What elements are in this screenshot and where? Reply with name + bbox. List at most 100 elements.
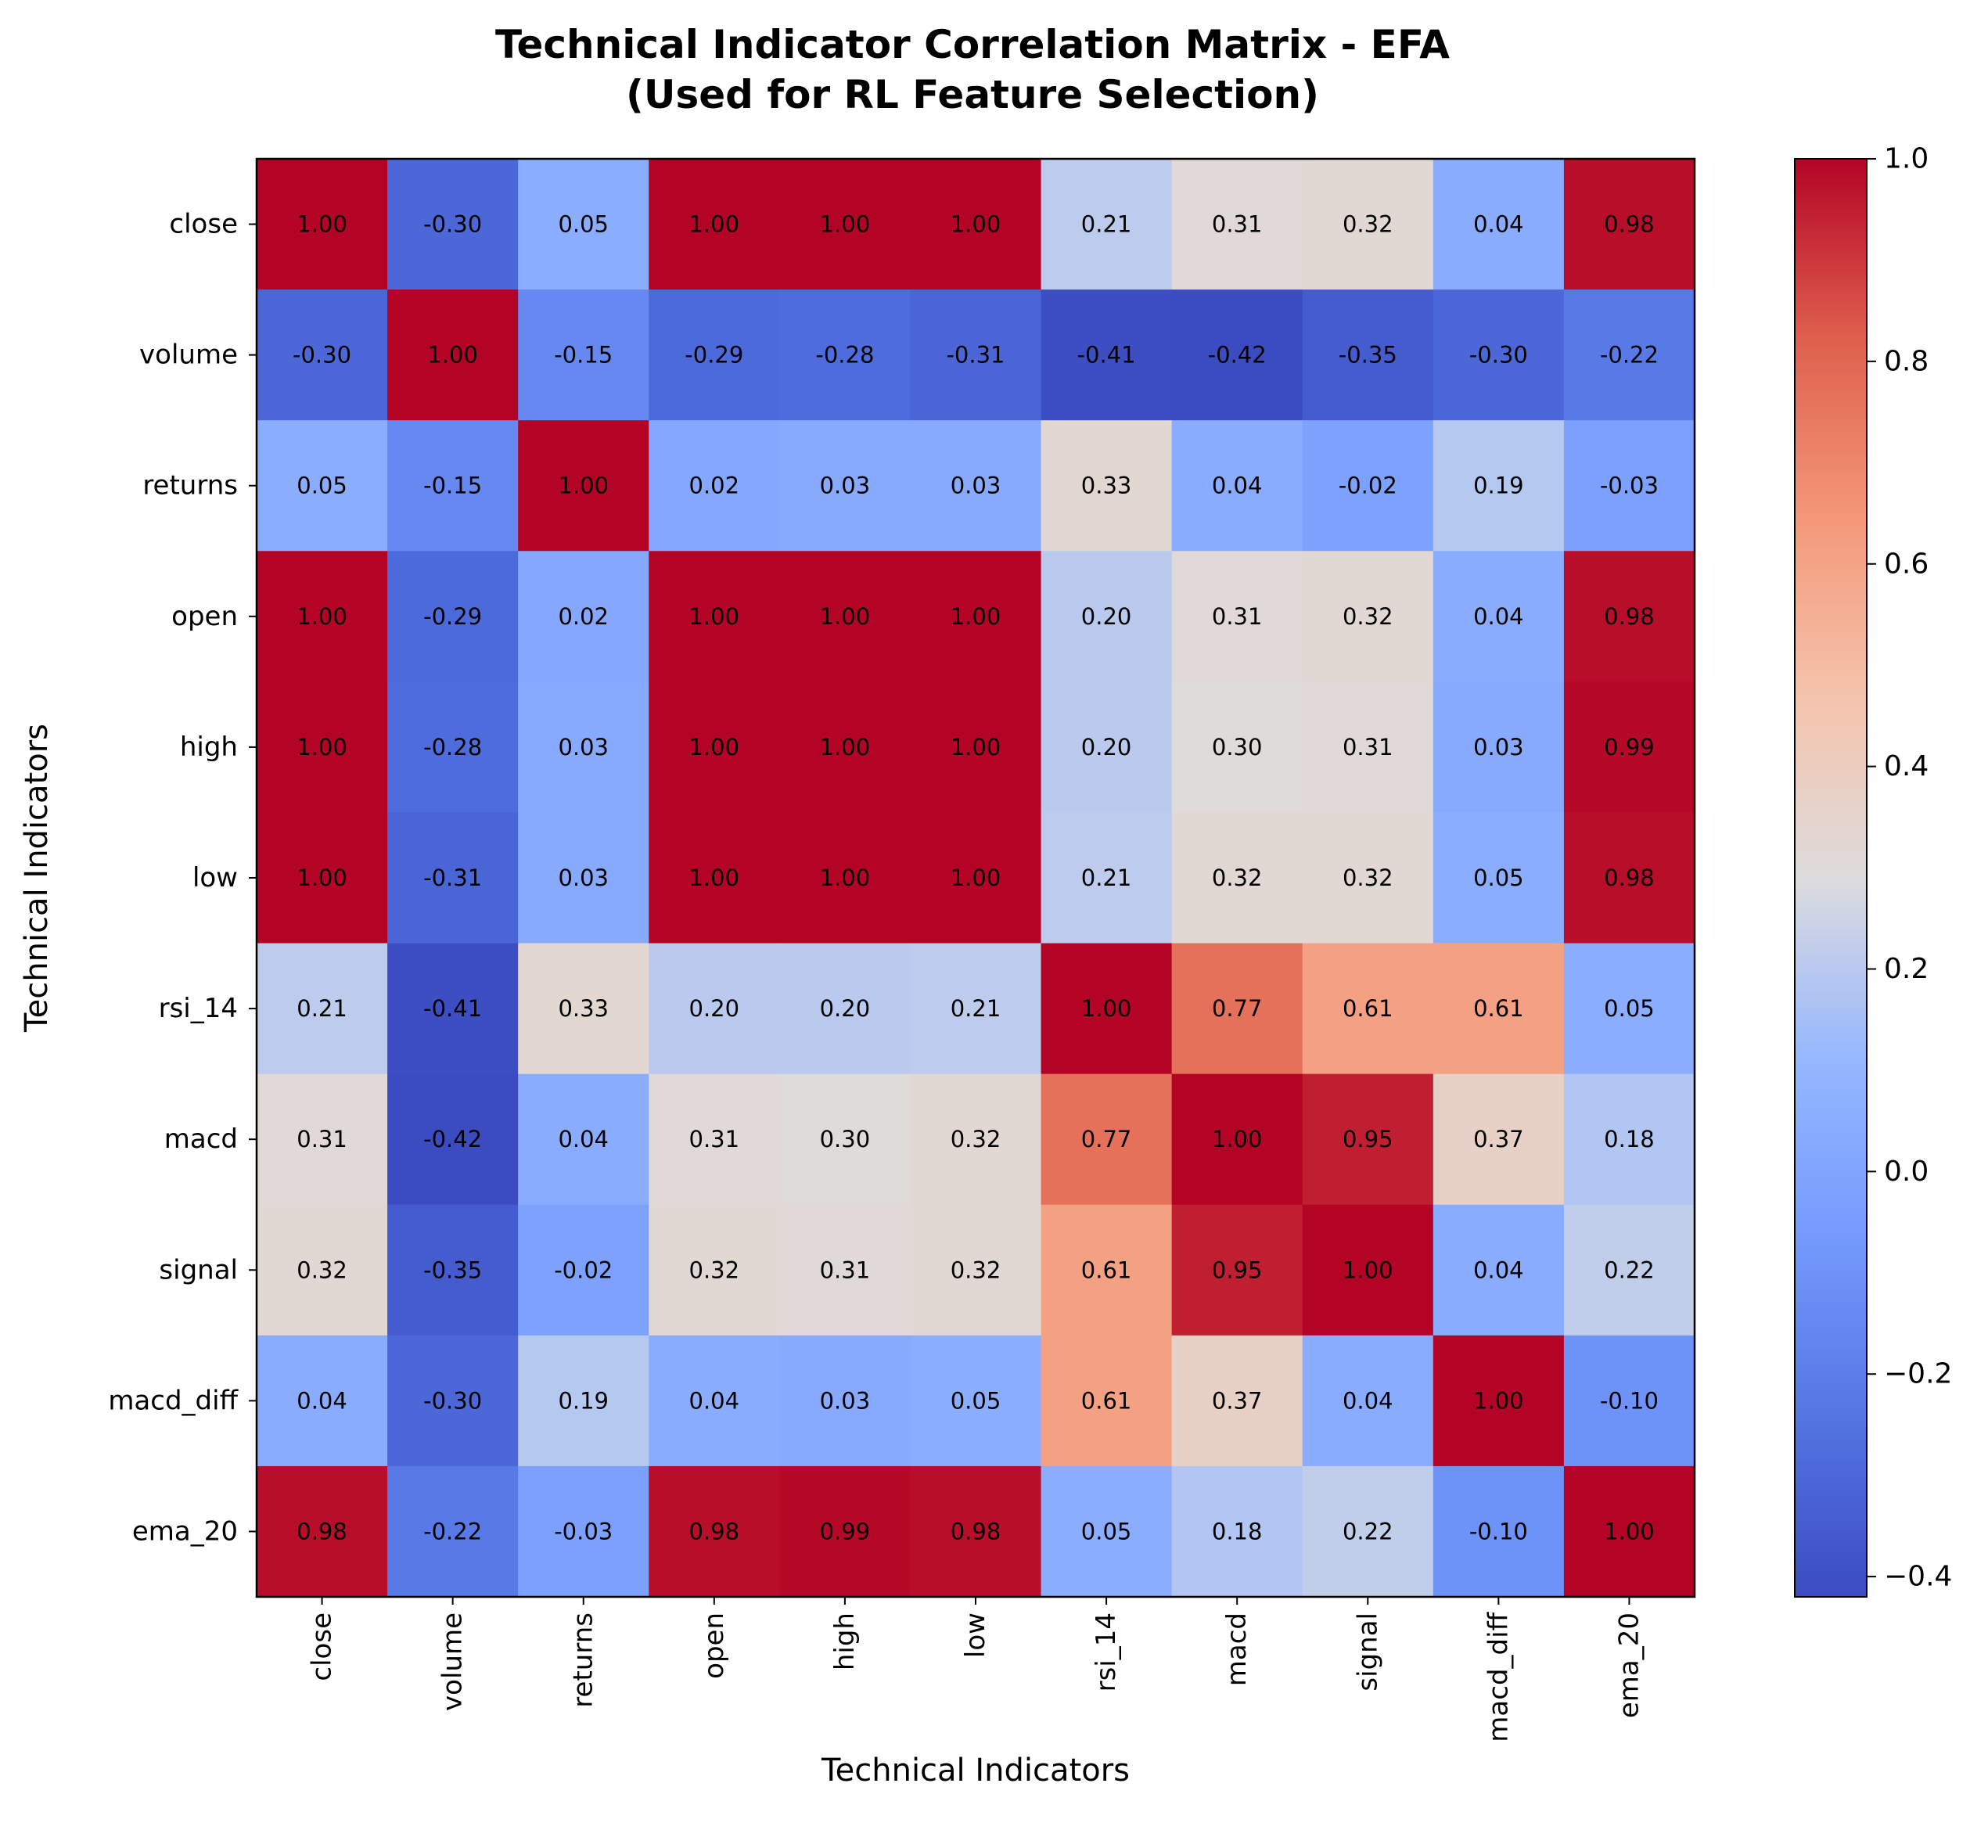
heatmap-cell-macd-open xyxy=(649,1073,780,1206)
heatmap-cell-returns-volume xyxy=(387,420,519,552)
cell-value-label: 1.00 xyxy=(820,865,871,891)
heatmap-cell-labels: 1.00 -0.30 0.05 1.00 1.00 1.00 0.21 0.31 0.32 0.0… xyxy=(293,211,1659,1545)
heatmap-cell-macd_diff-open xyxy=(649,1335,780,1467)
cell-value-label: 0.04 xyxy=(689,1387,740,1414)
y-tick-label-ema_20: ema_20 xyxy=(132,1515,238,1547)
heatmap-cell-ema_20-close xyxy=(257,1465,388,1598)
heatmap-cell-macd_diff-close xyxy=(257,1335,388,1467)
heatmap-cell-ema_20-macd xyxy=(1171,1465,1303,1598)
cell-value-label: 0.02 xyxy=(689,473,740,499)
x-tick-label-macd_diff: macd_diff xyxy=(1483,1611,1514,1742)
cell-value-label: -0.10 xyxy=(1600,1387,1659,1414)
heatmap-cell-low-high xyxy=(779,812,911,944)
cell-value-label: -0.31 xyxy=(423,865,482,891)
heatmap-cell-close-low xyxy=(910,159,1042,290)
heatmap-cell-volume-volume xyxy=(387,289,519,421)
heatmap-cell-close-rsi_14 xyxy=(1041,159,1173,290)
cell-value-label: 0.04 xyxy=(297,1387,347,1414)
heatmap-cell-signal-ema_20 xyxy=(1563,1204,1695,1336)
heatmap-cell-macd_diff-high xyxy=(779,1335,911,1467)
cell-value-label: 0.19 xyxy=(558,1387,609,1414)
y-tick-label-close: close xyxy=(169,209,238,240)
cell-value-label: 1.00 xyxy=(427,342,478,369)
heatmap-cell-volume-ema_20 xyxy=(1563,289,1695,421)
heatmap-cell-open-returns xyxy=(518,551,649,682)
cell-value-label: 0.31 xyxy=(1212,603,1263,630)
heatmap-cell-returns-close xyxy=(257,420,388,552)
y-tick-label-open: open xyxy=(171,601,238,632)
y-tick-label-low: low xyxy=(192,862,238,893)
cell-value-label: 0.22 xyxy=(1604,1257,1655,1283)
cell-value-label: 0.98 xyxy=(297,1518,347,1544)
heatmap-cell-macd-high xyxy=(779,1073,911,1206)
cell-value-label: -0.03 xyxy=(554,1518,613,1544)
heatmap-cell-signal-signal xyxy=(1302,1204,1434,1336)
cell-value-label: 1.00 xyxy=(820,603,871,630)
heatmap-cell-low-signal xyxy=(1302,812,1434,944)
heatmap-cell-open-high xyxy=(779,551,911,682)
heatmap-cell-ema_20-signal xyxy=(1302,1465,1434,1598)
heatmap-cell-close-returns xyxy=(518,159,649,290)
cell-value-label: 0.04 xyxy=(1343,1387,1393,1414)
cell-value-label: 0.22 xyxy=(1343,1518,1393,1544)
heatmap-cell-high-close xyxy=(257,681,388,814)
cell-value-label: 0.77 xyxy=(1212,995,1263,1022)
heatmap-cell-macd_diff-returns xyxy=(518,1335,649,1467)
heatmap-cell-open-ema_20 xyxy=(1563,551,1695,682)
heatmap-cell-returns-low xyxy=(910,420,1042,552)
cell-value-label: 0.04 xyxy=(1212,473,1263,499)
heatmap-cell-high-macd xyxy=(1171,681,1303,814)
heatmap-cell-open-close xyxy=(257,551,388,682)
heatmap-cell-ema_20-macd_diff xyxy=(1433,1465,1565,1598)
heatmap-cell-ema_20-ema_20 xyxy=(1563,1465,1695,1598)
heatmap-cell-ema_20-rsi_14 xyxy=(1041,1465,1173,1598)
heatmap-cell-volume-signal xyxy=(1302,289,1434,421)
cell-value-label: 1.00 xyxy=(820,211,871,238)
heatmap-cell-macd_diff-signal xyxy=(1302,1335,1434,1467)
heatmap-cell-volume-low xyxy=(910,289,1042,421)
cell-value-label: -0.42 xyxy=(1208,342,1267,369)
cell-value-label: -0.42 xyxy=(423,1126,482,1152)
heatmap-cell-signal-high xyxy=(779,1204,911,1336)
cell-value-label: 0.04 xyxy=(1473,211,1524,238)
y-tick-label-volume: volume xyxy=(139,340,238,371)
heatmap-cell-low-macd_diff xyxy=(1433,812,1565,944)
cell-value-label: 0.98 xyxy=(689,1518,740,1544)
cell-value-label: 0.21 xyxy=(1081,211,1132,238)
heatmap-cell-returns-rsi_14 xyxy=(1041,420,1173,552)
x-tick-label-macd: macd xyxy=(1221,1613,1253,1686)
cell-value-label: -0.28 xyxy=(815,342,874,369)
colorbar-tick-label: 1.0 xyxy=(1884,143,1929,175)
heatmap-cell-rsi_14-volume xyxy=(387,943,519,1075)
colorbar-tick-label: −0.4 xyxy=(1884,1561,1952,1593)
cell-value-label: 1.00 xyxy=(297,734,347,760)
heatmap-cell-returns-returns xyxy=(518,420,649,552)
y-axis-label: Technical Indicators xyxy=(19,724,55,1033)
cell-value-label: 1.00 xyxy=(297,211,347,238)
heatmap-cell-open-low xyxy=(910,551,1042,682)
cell-value-label: 0.21 xyxy=(297,995,347,1022)
chart-subtitle: (Used for RL Feature Selection) xyxy=(626,72,1319,117)
cell-value-label: 0.05 xyxy=(951,1387,1001,1414)
heatmap-cell-volume-rsi_14 xyxy=(1041,289,1173,421)
heatmap-cell-open-open xyxy=(649,551,780,682)
cell-value-label: 0.31 xyxy=(820,1257,871,1283)
heatmap-cell-rsi_14-signal xyxy=(1302,943,1434,1075)
cell-value-label: 0.77 xyxy=(1081,1126,1132,1152)
heatmap-cell-ema_20-open xyxy=(649,1465,780,1598)
heatmap-cell-signal-volume xyxy=(387,1204,519,1336)
cell-value-label: 0.05 xyxy=(1473,865,1524,891)
heatmap-cell-close-volume xyxy=(387,159,519,290)
cell-value-label: -0.28 xyxy=(423,734,482,760)
cell-value-label: -0.29 xyxy=(685,342,743,369)
heatmap-cell-macd-close xyxy=(257,1073,388,1206)
cell-value-label: 0.32 xyxy=(689,1257,740,1283)
heatmap-cell-open-rsi_14 xyxy=(1041,551,1173,682)
cell-value-label: 0.31 xyxy=(297,1126,347,1152)
cell-value-label: 0.21 xyxy=(951,995,1001,1022)
heatmap-cell-volume-macd_diff xyxy=(1433,289,1565,421)
cell-value-label: 1.00 xyxy=(1473,1387,1524,1414)
cell-value-label: 1.00 xyxy=(951,603,1001,630)
heatmap-cell-signal-close xyxy=(257,1204,388,1336)
